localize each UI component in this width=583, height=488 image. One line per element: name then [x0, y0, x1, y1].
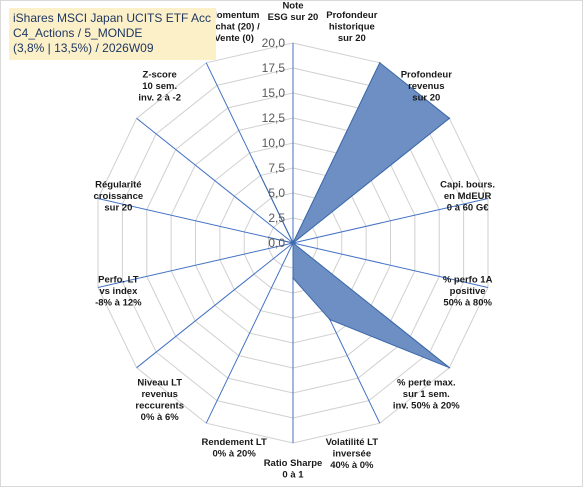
- axis-label-line: Rendement LT: [202, 437, 267, 448]
- series-area-0: [255, 62, 451, 369]
- axis-label-line: positive: [450, 286, 486, 297]
- series-point-7: [292, 277, 294, 279]
- axis-label-line: ESG sur 20: [268, 12, 319, 23]
- tick-label-4: 10,0: [262, 136, 286, 150]
- axis-label-line: Capi. bours.: [440, 179, 495, 190]
- tick-label-8: 20,0: [262, 36, 286, 50]
- axis-label-9: Niveau LT revenus reccurents 0% à 6%: [135, 378, 184, 424]
- series-point-2: [448, 117, 451, 120]
- tick-label-0: 0,0: [268, 236, 285, 250]
- axis-label-line: inversée: [333, 449, 372, 460]
- tick-label-6: 15,0: [262, 86, 286, 100]
- tick-label-3: 7,5: [268, 161, 285, 175]
- axis-label-8: Rendement LT 0% à 20%: [202, 437, 267, 460]
- axis-label-line: sur 20: [338, 33, 366, 44]
- axis-label-line: revenus: [141, 389, 177, 400]
- radar-series: [255, 62, 451, 369]
- axis-spoke-9: [136, 242, 294, 369]
- axis-label-line: Ratio Sharpe: [264, 458, 323, 469]
- axis-label-line: Note: [282, 1, 303, 11]
- axis-label-line: -8% à 12%: [95, 298, 142, 309]
- chart-title-line-1: iShares MSCI Japan UCITS ETF Acc: [13, 11, 212, 25]
- axis-label-line: Niveau LT: [137, 378, 182, 389]
- axis-spoke-10: [97, 242, 294, 288]
- axis-label-line: vs index: [99, 286, 138, 297]
- axis-label-line: Vente (0): [214, 33, 254, 44]
- series-point-5: [448, 366, 451, 369]
- axis-label-line: 0 à 60 G€: [447, 202, 489, 213]
- axis-label-line: croissance: [94, 191, 144, 202]
- chart-title-box: iShares MSCI Japan UCITS ETF Acc C4_Acti…: [9, 8, 217, 60]
- series-point-12: [292, 242, 294, 244]
- tick-label-7: 17,5: [262, 61, 286, 75]
- radar-tick-labels: 0,0 2,5 5,0 7,5 10,0 12,5 15,0 17,5 20,0: [262, 36, 286, 250]
- axis-label-line: Achat (20) /: [209, 21, 261, 32]
- axis-label-line: Z-score: [143, 69, 177, 80]
- axis-label-line: en MdEUR: [444, 191, 492, 202]
- axis-spoke-11: [97, 198, 294, 244]
- axis-label-line: Volatilité LT: [326, 437, 379, 448]
- axis-spoke-12: [136, 117, 294, 244]
- axis-label-13: Momentum Achat (20) / Vente (0): [209, 10, 261, 44]
- axis-label-line: sur 1 sem.: [403, 389, 450, 400]
- axis-label-0: Note ESG sur 20: [268, 1, 319, 23]
- axis-label-line: 40% à 0%: [330, 460, 374, 471]
- axis-label-line: 50% à 80%: [443, 298, 492, 309]
- series-point-13: [255, 165, 257, 168]
- axis-label-line: inv. 50% à 20%: [393, 401, 460, 412]
- axis-label-line: % perfo 1A: [443, 275, 493, 286]
- axis-label-2: Profondeur revenus sur 20: [401, 69, 452, 103]
- tick-label-5: 12,5: [262, 111, 286, 125]
- axis-label-3: Capi. bours. en MdEUR 0 à 60 G€: [440, 179, 495, 213]
- axis-label-line: Profondeur: [401, 69, 452, 80]
- axis-label-line: Momentum: [209, 10, 260, 21]
- chart-title-line-2: C4_Actions / 5_MONDE: [13, 26, 143, 40]
- axis-label-line: % perte max.: [397, 378, 456, 389]
- axis-label-line: 0 à 1: [282, 470, 304, 481]
- axis-label-line: Profondeur: [326, 10, 377, 21]
- axis-label-line: 0% à 6%: [141, 412, 180, 423]
- axis-label-line: sur 20: [412, 92, 440, 103]
- axis-spoke-8: [205, 242, 294, 424]
- axis-label-1: Profondeur historique sur 20: [326, 10, 377, 44]
- axis-label-line: inv. 2 à -2: [138, 92, 181, 103]
- axis-label-4: % perfo 1A positive 50% à 80%: [443, 275, 493, 309]
- axis-label-7: Ratio Sharpe 0 à 1: [264, 458, 323, 481]
- axis-label-line: 0% à 20%: [212, 449, 256, 460]
- tick-label-2: 5,0: [268, 186, 285, 200]
- axis-label-line: Perfo. LT: [98, 275, 139, 286]
- axis-label-line: sur 20: [104, 202, 132, 213]
- axis-label-12: Z-score 10 sem. inv. 2 à -2: [138, 69, 181, 103]
- axis-spoke-4: [292, 242, 489, 288]
- chart-title-line-3: (3,8% | 13,5%) / 2026W09: [13, 41, 154, 55]
- axis-label-11: Régularité croissance sur 20: [94, 179, 144, 213]
- axis-label-line: 10 sem.: [142, 81, 177, 92]
- series-point-6: [329, 318, 331, 321]
- axis-label-line: reccurents: [135, 401, 184, 412]
- axis-label-line: revenus: [408, 81, 444, 92]
- radar-axis-labels: Note ESG sur 20 Profondeur historique sur 20…: [94, 1, 496, 481]
- tick-label-1: 2,5: [268, 211, 285, 225]
- axis-label-line: Régularité: [95, 179, 141, 190]
- series-point-11: [267, 236, 270, 239]
- axis-spoke-3: [292, 198, 489, 244]
- axis-label-10: Perfo. LT vs index -8% à 12%: [95, 275, 142, 309]
- series-point-1: [378, 62, 381, 64]
- axis-label-6: Volatilité LT inversée 40% à 0%: [326, 437, 379, 471]
- axis-label-5: % perte max. sur 1 sem. inv. 50% à 20%: [393, 378, 460, 412]
- axis-label-line: historique: [329, 21, 375, 32]
